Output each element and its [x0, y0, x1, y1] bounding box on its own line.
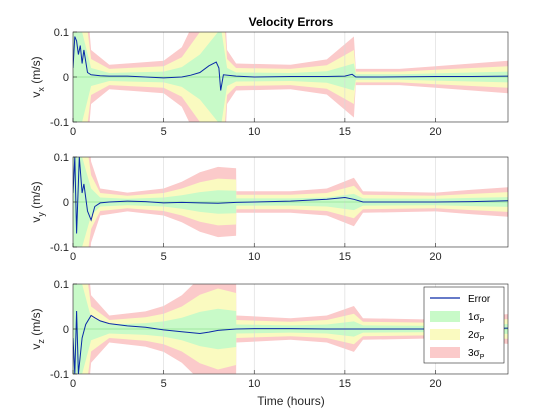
x-tick-label: 5 [161, 251, 167, 263]
panels-group: 0 5 10 15 200.10-0.1vx (m/s)0 5 10 15 200.10-0.1… [29, 27, 509, 390]
y-tick-label: 0 [63, 324, 69, 336]
y-axis-label-subscript: y [36, 212, 46, 217]
y-axis-label-main: v [29, 92, 43, 98]
y-axis-label-main: v [29, 344, 43, 350]
x-tick-label: 15 [339, 378, 351, 390]
y-axis-label-main: v [29, 217, 43, 223]
x-tick-label: 0 [70, 126, 76, 138]
panel-1: 0 5 10 15 200.10-0.1vx (m/s) [29, 27, 509, 138]
y-axis-label: vy (m/s) [29, 181, 46, 222]
x-tick-label: 0 [70, 251, 76, 263]
legend-label: 1σP [468, 312, 485, 325]
x-axis-label: Time (hours) [257, 394, 325, 408]
x-tick-label: 10 [248, 126, 260, 138]
chart-title: Velocity Errors [249, 15, 334, 29]
x-tick-label: 5 [161, 378, 167, 390]
x-tick-label: 15 [339, 126, 351, 138]
legend-label: Error [468, 294, 491, 305]
x-tick-label: 0 [70, 378, 76, 390]
y-tick-label: 0 [63, 197, 69, 209]
y-tick-label: 0.1 [54, 152, 69, 164]
y-tick-label: -0.1 [50, 242, 69, 254]
y-axis-label-unit: (m/s) [29, 308, 43, 339]
x-tick-label: 10 [248, 251, 260, 263]
y-tick-label: 0.1 [54, 27, 69, 39]
y-axis-label-subscript: x [36, 87, 46, 92]
error-line [73, 157, 508, 234]
x-tick-label: 20 [429, 378, 441, 390]
y-axis-label: vx (m/s) [29, 56, 46, 97]
x-tick-label: 15 [339, 251, 351, 263]
legend-swatch-1 [430, 311, 460, 322]
y-tick-label: -0.1 [50, 117, 69, 129]
legend: Error 1σP 2σP 3σP [423, 286, 505, 364]
y-tick-label: 0 [63, 72, 69, 84]
error-line [73, 36, 508, 91]
y-tick-label: -0.1 [50, 369, 69, 381]
x-tick-label: 5 [161, 126, 167, 138]
x-tick-label: 10 [248, 378, 260, 390]
x-tick-label: 20 [429, 251, 441, 263]
x-tick-label: 20 [429, 126, 441, 138]
y-tick-label: 0.1 [54, 279, 69, 291]
y-axis-label: vz (m/s) [29, 308, 46, 349]
y-axis-label-unit: (m/s) [29, 181, 43, 212]
legend-label: 3σP [468, 348, 485, 361]
error-line [73, 310, 508, 374]
legend-swatch-2 [430, 329, 460, 340]
panel-2: 0 5 10 15 200.10-0.1vy (m/s) [29, 152, 509, 263]
legend-swatch-3 [430, 347, 460, 358]
y-axis-label-subscript: z [36, 339, 46, 344]
y-axis-label-unit: (m/s) [29, 56, 43, 87]
legend-label: 2σP [468, 330, 485, 343]
